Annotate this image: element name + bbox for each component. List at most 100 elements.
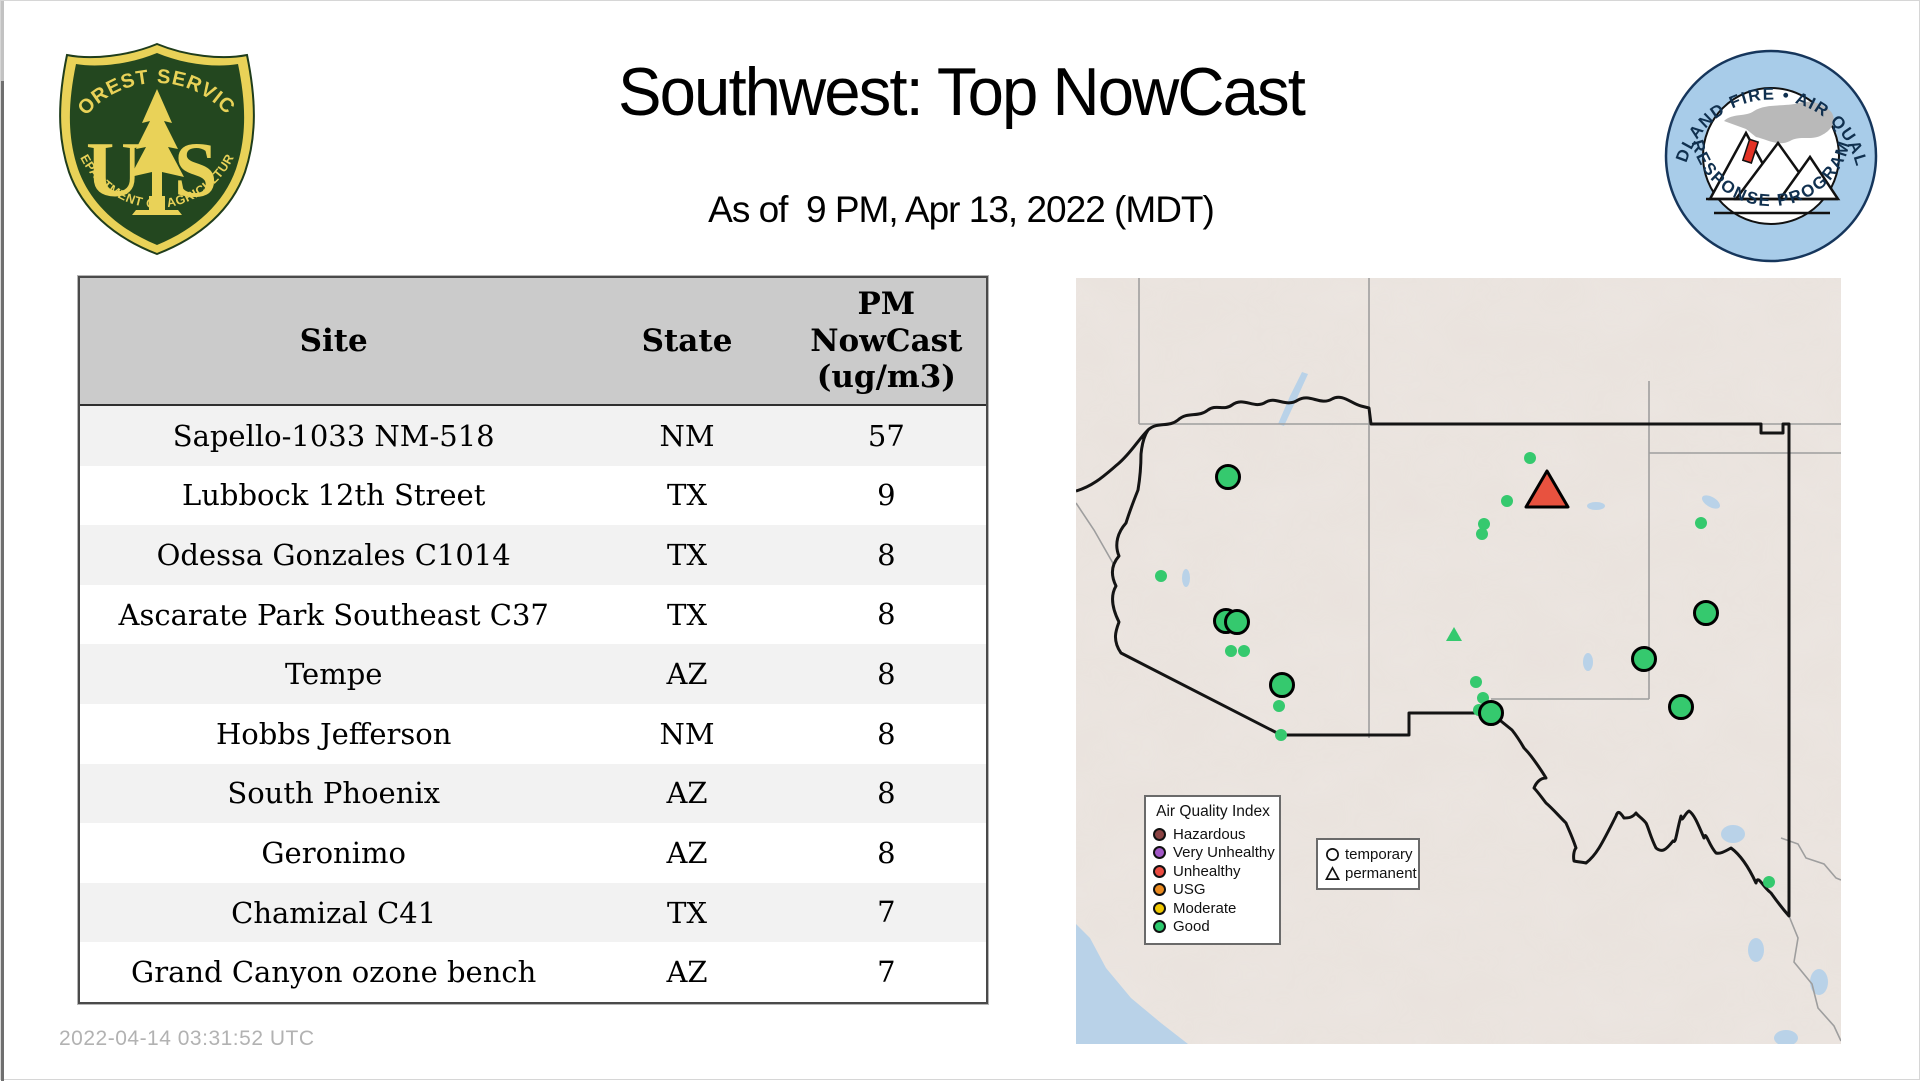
state-cell: AZ — [666, 835, 708, 870]
state-cell: TX — [667, 478, 708, 513]
site-cell: Chamizal C41 — [231, 895, 437, 930]
table-row: Hobbs Jefferson NM 8 — [80, 703, 986, 764]
value-cell: 9 — [877, 478, 896, 513]
monitor-temporary-good-icon — [1668, 694, 1694, 720]
monitor-temporary-good-icon — [1693, 600, 1719, 626]
aqi-legend-item: Good — [1153, 918, 1273, 937]
permanent-triangle-icon — [1325, 866, 1340, 880]
aqi-legend-item: Unhealthy — [1153, 862, 1273, 881]
legend-item-temporary: temporary — [1325, 845, 1414, 864]
monitor-temporary-good-icon — [1215, 464, 1241, 490]
svg-text:U: U — [86, 126, 142, 213]
forest-service-shield-icon: FOREST SERVICE U S DEPARTMENT OF AGRICUL… — [49, 24, 255, 256]
southwest-map: Air Quality Index Hazardous Very Unhealth… — [1076, 278, 1841, 1044]
forest-service-logo: FOREST SERVICE U S DEPARTMENT OF AGRICUL… — [49, 24, 258, 257]
monitor-temporary-good-icon — [1631, 646, 1657, 672]
water-areas — [1076, 372, 1828, 1044]
site-markers — [1155, 452, 1775, 888]
aqi-color-swatch-icon — [1153, 920, 1166, 934]
monitor-dot-good-icon — [1501, 495, 1513, 507]
column-header-value: PM NowCast (ug/m3) — [810, 286, 963, 396]
monitor-dot-good-icon — [1273, 700, 1285, 712]
table-row: Lubbock 12th Street TX 9 — [80, 465, 986, 526]
value-cell: 7 — [877, 895, 896, 930]
value-cell: 7 — [877, 955, 896, 990]
site-cell: Geronimo — [261, 835, 406, 870]
value-cell: 8 — [877, 835, 896, 870]
aqi-color-swatch-icon — [1153, 901, 1166, 915]
state-cell: NM — [659, 716, 715, 751]
table-row: Chamizal C41 TX 7 — [80, 882, 986, 943]
site-cell: Lubbock 12th Street — [181, 478, 486, 513]
temporary-circle-icon — [1326, 848, 1339, 861]
site-cell: Sapello-1033 NM-518 — [172, 418, 495, 453]
aqi-legend-label: Unhealthy — [1173, 862, 1241, 880]
site-cell: Hobbs Jefferson — [215, 716, 452, 751]
generated-timestamp: 2022-04-14 03:31:52 UTC — [59, 1027, 315, 1050]
monitor-dot-good-icon — [1225, 645, 1237, 657]
site-cell: Grand Canyon ozone bench — [131, 955, 537, 990]
monitor-temporary-good-icon — [1269, 672, 1295, 698]
aqi-legend-label: Hazardous — [1173, 825, 1246, 843]
monitor-dot-good-icon — [1275, 729, 1287, 741]
table-row: Geronimo AZ 8 — [80, 823, 986, 883]
site-cell: South Phoenix — [227, 776, 441, 811]
table-row: Odessa Gonzales C1014 TX 8 — [80, 525, 986, 585]
temporary-label: temporary — [1345, 846, 1413, 863]
site-cell: Ascarate Park Southeast C37 — [118, 597, 549, 632]
window-edge-bottom — [1, 81, 4, 1081]
monitor-temporary-good-icon — [1478, 700, 1504, 726]
monitor-dot-good-icon — [1155, 570, 1167, 582]
aqi-legend-item: USG — [1153, 881, 1273, 900]
monitor-dot-good-icon — [1476, 528, 1488, 540]
page-subtitle: As of 9 PM, Apr 13, 2022 (MDT) — [708, 189, 1215, 230]
state-cell: AZ — [666, 776, 708, 811]
site-cell: Odessa Gonzales C1014 — [156, 537, 511, 572]
monitor-permanent-good-icon — [1446, 627, 1462, 641]
aqi-legend: Air Quality Index Hazardous Very Unhealth… — [1144, 795, 1281, 945]
aqi-legend-title: Air Quality Index — [1156, 803, 1270, 820]
nowcast-table: Site State PM NowCast (ug/m3) Sapello-10… — [78, 276, 988, 1004]
table-body: Sapello-1033 NM-518 NM 57 Lubbock 12th Stre… — [80, 406, 986, 1002]
monitor-temporary-good-icon — [1224, 609, 1250, 635]
state-cell: NM — [659, 418, 715, 453]
monitor-dot-good-icon — [1238, 645, 1250, 657]
permanent-label: permanent — [1345, 865, 1417, 882]
aqi-color-swatch-icon — [1153, 883, 1166, 897]
region-boundary — [1076, 395, 1791, 918]
state-cell: TX — [667, 895, 708, 930]
table-row: Grand Canyon ozone bench AZ 7 — [80, 942, 986, 1002]
window-edge-top — [1, 1, 4, 81]
state-cell: AZ — [666, 657, 708, 692]
site-cell: Tempe — [284, 657, 383, 692]
symbol-legend: temporary permanent — [1316, 838, 1420, 890]
value-cell: 8 — [877, 657, 896, 692]
table-row: Sapello-1033 NM-518 NM 57 — [80, 406, 986, 466]
aqi-legend-item: Hazardous — [1153, 825, 1273, 844]
aqi-color-swatch-icon — [1153, 864, 1166, 878]
state-cell: TX — [667, 537, 708, 572]
aqi-legend-item: Moderate — [1153, 899, 1273, 918]
wfaqrp-logo: WILDLAND FIRE • AIR QUALITY RESPONSE PRO… — [1653, 32, 1880, 265]
aqi-legend-label: Good — [1173, 918, 1210, 936]
monitor-permanent-unhealthy-icon — [1524, 469, 1570, 509]
table-header-row: Site State PM NowCast (ug/m3) — [80, 278, 986, 406]
monitor-dot-good-icon — [1478, 518, 1490, 530]
aqi-legend-label: USG — [1173, 881, 1206, 899]
aqi-legend-label: Very Unhealthy — [1173, 844, 1275, 862]
monitor-dot-good-icon — [1695, 517, 1707, 529]
column-header-state: State — [641, 323, 733, 359]
monitor-dot-good-icon — [1763, 876, 1775, 888]
table-row: South Phoenix AZ 8 — [80, 763, 986, 824]
table-row: Ascarate Park Southeast C37 TX 8 — [80, 584, 986, 645]
monitor-dot-good-icon — [1470, 676, 1482, 688]
pine-tree-icon — [130, 89, 184, 215]
wfaqrp-badge-icon: WILDLAND FIRE • AIR QUALITY RESPONSE PRO… — [1653, 32, 1878, 263]
page-title: Southwest: Top NowCast — [618, 54, 1306, 130]
table-row: Tempe AZ 8 — [80, 644, 986, 704]
value-cell: 8 — [877, 537, 896, 572]
column-header-site: Site — [299, 323, 368, 359]
value-cell: 8 — [877, 716, 896, 751]
svg-text:S: S — [174, 126, 217, 213]
